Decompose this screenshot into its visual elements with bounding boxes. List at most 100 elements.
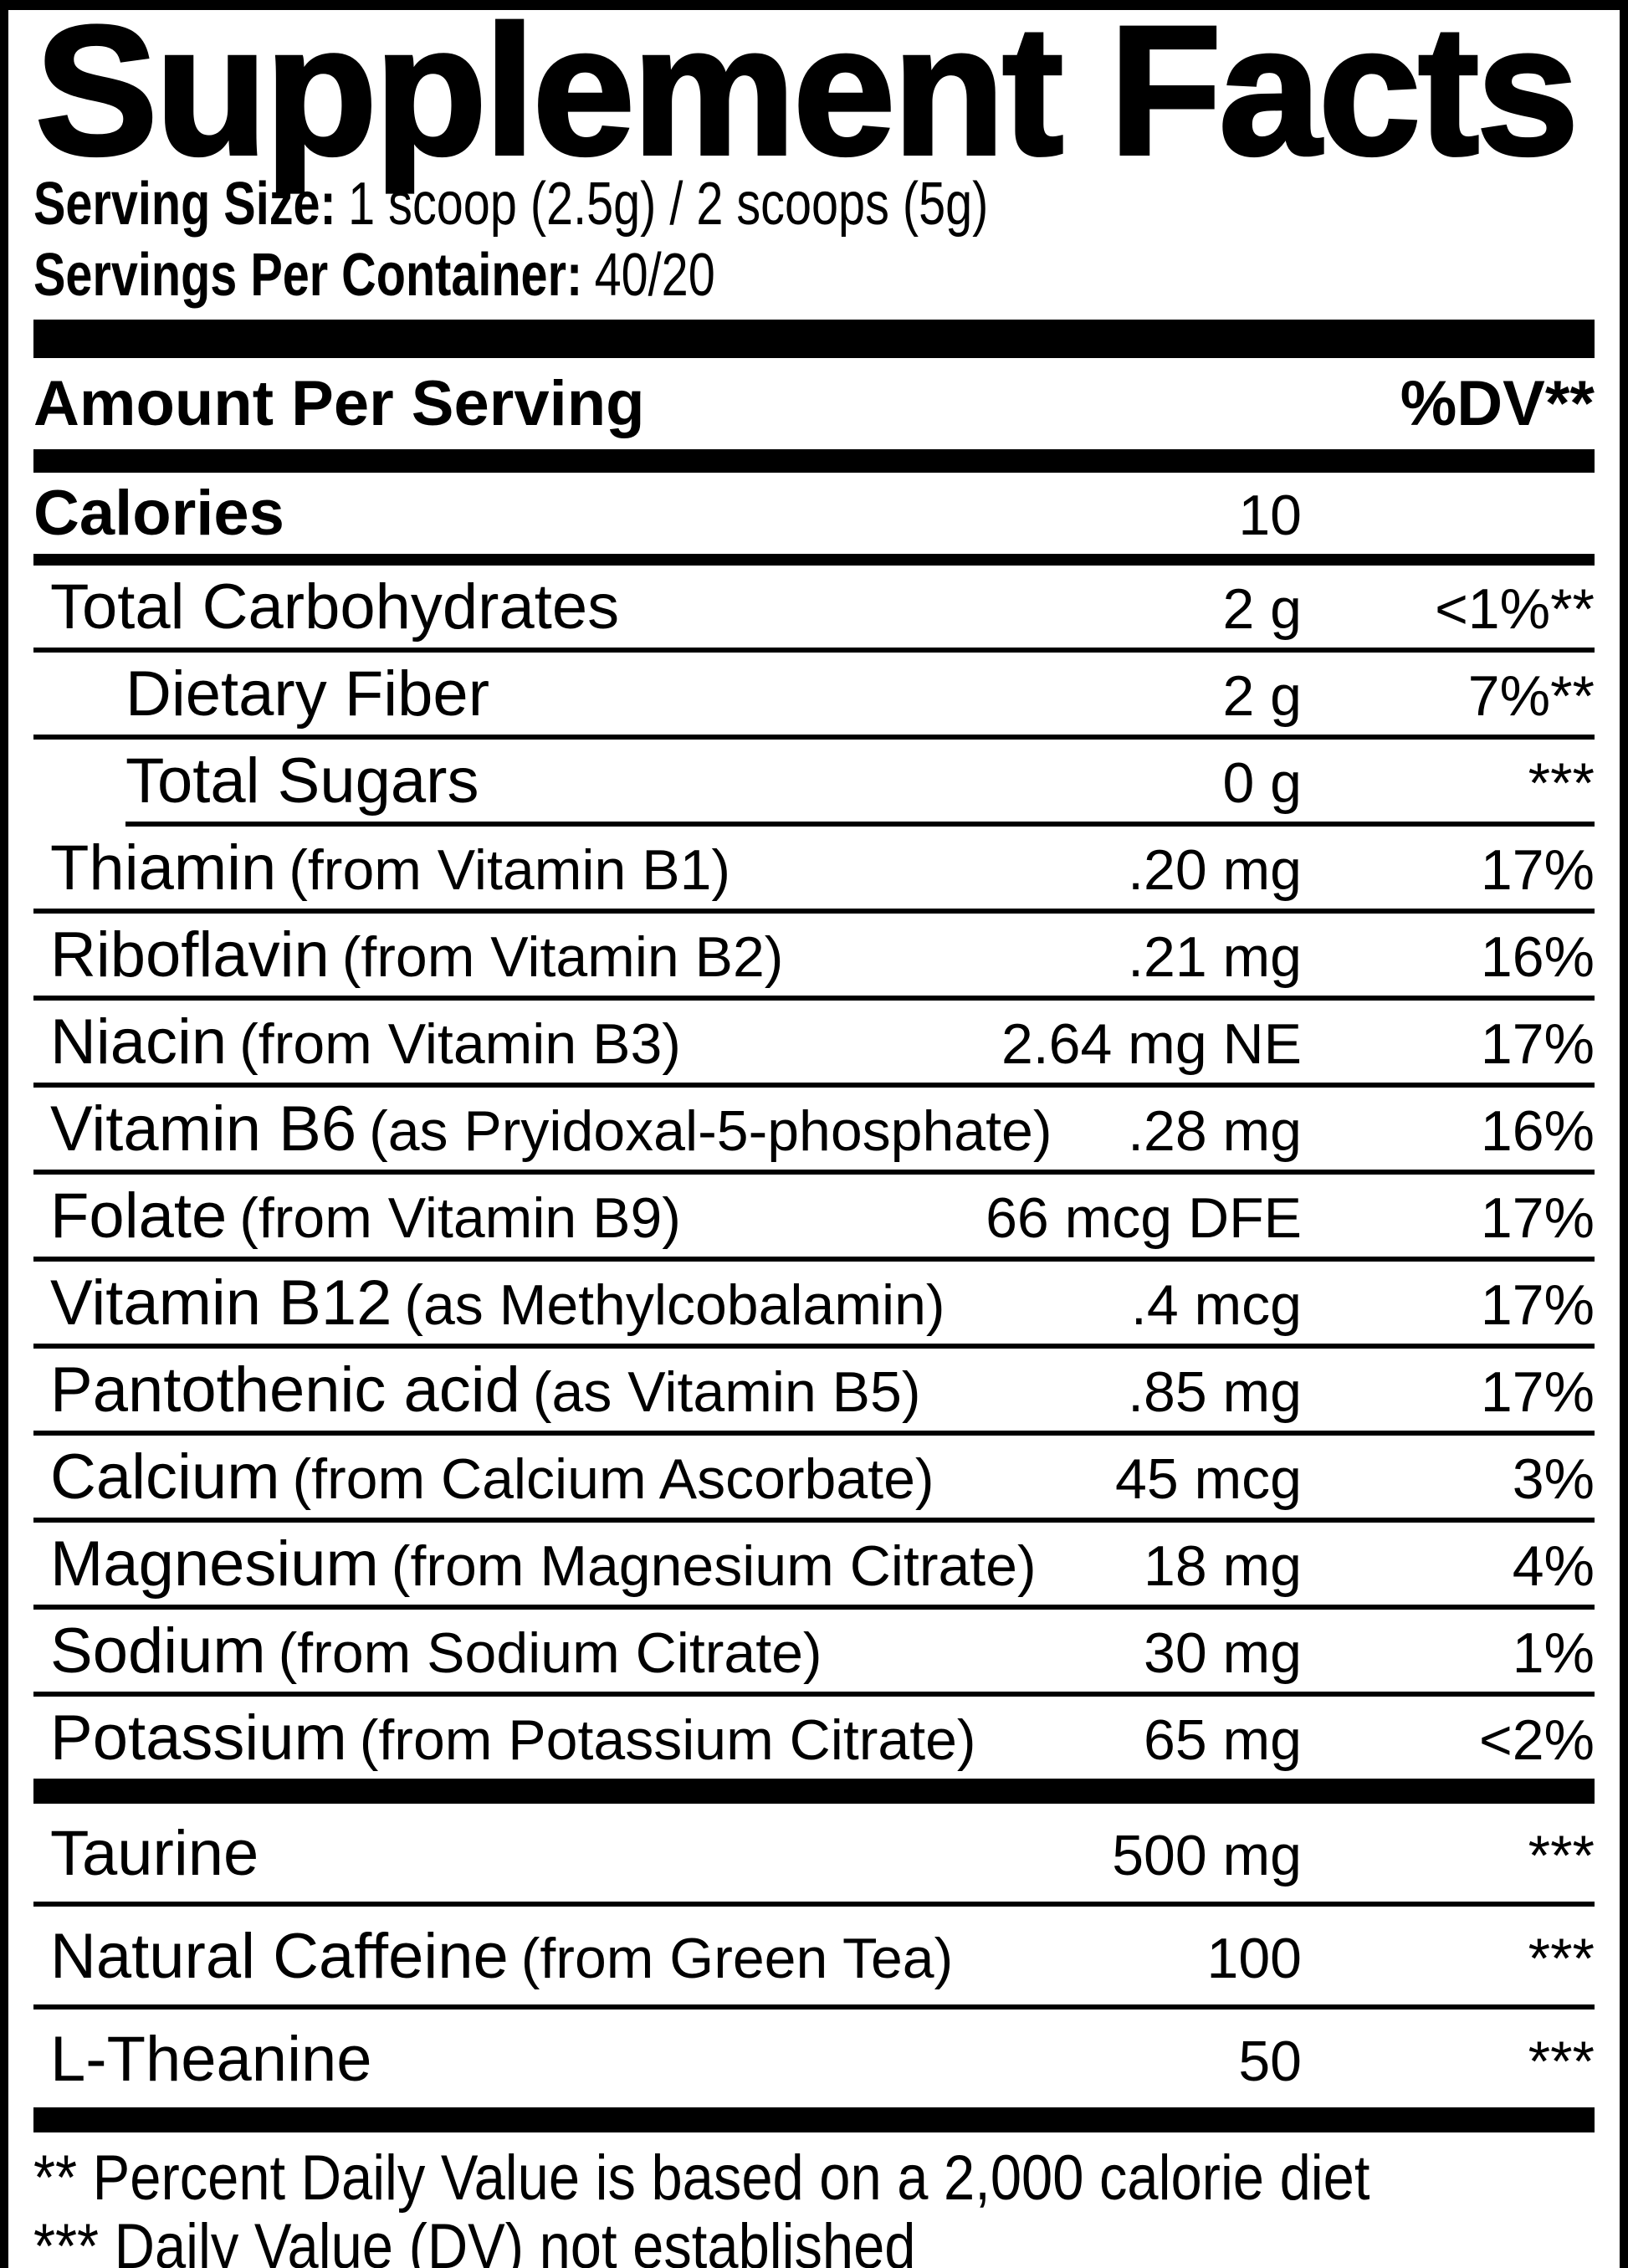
calories-row: Calories 10 xyxy=(33,473,1595,554)
nutrient-name: Total Carbohydrates xyxy=(50,571,620,643)
nutrient-row: Total Carbohydrates 2 g <1%** xyxy=(33,566,1595,648)
nutrient-dv: *** xyxy=(1528,750,1595,815)
nutrient-amount: .28 mg xyxy=(1128,1098,1302,1163)
nutrient-source: (as Methylcobalamin) xyxy=(404,1272,945,1337)
serving-size-line: Serving Size: 1 scoop (2.5g) / 2 scoops (… xyxy=(33,169,1595,240)
row-separator xyxy=(33,1082,1595,1088)
nutrient-amount: 100 xyxy=(1206,1926,1302,1990)
nutrient-amount: 2.64 mg NE xyxy=(1001,1011,1302,1076)
row-separator xyxy=(33,1604,1595,1610)
nutrient-dv: *** xyxy=(1528,2029,1595,2093)
nutrient-name: Riboflavin xyxy=(50,919,330,991)
divider-thick-top xyxy=(33,319,1595,358)
nutrient-amount: 30 mg xyxy=(1144,1620,1302,1685)
row-separator xyxy=(33,1169,1595,1175)
nutrient-amount: 0 g xyxy=(1222,750,1302,815)
nutrient-source: (from Potassium Citrate) xyxy=(359,1707,976,1772)
nutrient-dv: 7%** xyxy=(1467,663,1595,728)
nutrient-dv: 16% xyxy=(1480,924,1595,989)
nutrient-source: (from Magnesium Citrate) xyxy=(391,1533,1037,1598)
nutrient-source: (from Vitamin B9) xyxy=(239,1185,681,1250)
amount-per-serving-header: Amount Per Serving xyxy=(33,367,645,439)
nutrient-row: Vitamin B6 (as Pryidoxal-5-phosphate) .28… xyxy=(33,1088,1595,1170)
nutrient-name: Vitamin B6 xyxy=(50,1093,357,1165)
nutrient-dv: 17% xyxy=(1480,837,1595,902)
nutrient-amount: 66 mcg DFE xyxy=(986,1185,1302,1250)
nutrient-amount: 65 mg xyxy=(1144,1707,1302,1772)
nutrient-source: (as Pryidoxal-5-phosphate) xyxy=(369,1098,1052,1163)
nutrient-row: Calcium (from Calcium Ascorbate) 45 mcg 3… xyxy=(33,1436,1595,1518)
nutrient-row: Total Sugars 0 g *** xyxy=(33,740,1595,822)
nutrient-row: Vitamin B12 (as Methylcobalamin) .4 mcg 1… xyxy=(33,1262,1595,1344)
nutrient-dv: 1% xyxy=(1512,1620,1595,1685)
servings-per-container-line: Servings Per Container: 40/20 xyxy=(33,240,1595,311)
nutrient-name: Sodium xyxy=(50,1615,266,1687)
nutrient-source: (from Sodium Citrate) xyxy=(278,1620,822,1685)
nutrient-dv: 17% xyxy=(1480,1359,1595,1424)
serving-size-label: Serving Size: xyxy=(33,171,336,238)
nutrient-row: Thiamin (from Vitamin B1) .20 mg 17% xyxy=(33,827,1595,909)
nutrient-row: Folate (from Vitamin B9) 66 mcg DFE 17% xyxy=(33,1175,1595,1257)
row-separator xyxy=(33,647,1595,653)
row-separator xyxy=(125,821,1595,827)
servings-per-container-label: Servings Per Container: xyxy=(33,241,583,309)
nutrient-amount: 18 mg xyxy=(1144,1533,1302,1598)
nutrient-source: (from Green Tea) xyxy=(520,1926,954,1990)
nutrient-row: Niacin (from Vitamin B3) 2.64 mg NE 17% xyxy=(33,1001,1595,1083)
footnotes: ** Percent Daily Value is based on a 2,0… xyxy=(33,2132,1595,2268)
nutrient-row: Pantothenic acid (as Vitamin B5) .85 mg 1… xyxy=(33,1349,1595,1431)
nutrient-row: Sodium (from Sodium Citrate) 30 mg 1% xyxy=(33,1610,1595,1692)
nutrient-row: Riboflavin (from Vitamin B2) .21 mg 16% xyxy=(33,914,1595,996)
nutrient-amount: .20 mg xyxy=(1128,837,1302,902)
nutrient-name: Taurine xyxy=(50,1817,259,1889)
nutrient-source: (from Vitamin B1) xyxy=(289,837,731,902)
nutrient-source: (from Vitamin B2) xyxy=(341,924,784,989)
nutrient-name: Natural Caffeine xyxy=(50,1920,509,1992)
nutrient-amount: .4 mcg xyxy=(1130,1272,1302,1337)
nutrient-amount: 2 g xyxy=(1222,576,1302,641)
column-header-row: Amount Per Serving %DV** xyxy=(33,358,1595,449)
nutrient-amount: 50 xyxy=(1238,2029,1302,2093)
row-separator xyxy=(33,734,1595,740)
divider-thin xyxy=(33,553,1595,566)
row-separator xyxy=(33,995,1595,1001)
row-separator xyxy=(33,1691,1595,1697)
row-separator xyxy=(33,1343,1595,1349)
nutrient-row: Potassium (from Potassium Citrate) 65 mg … xyxy=(33,1697,1595,1779)
nutrient-name: Vitamin B12 xyxy=(50,1267,392,1339)
nutrient-source: (as Vitamin B5) xyxy=(532,1359,921,1424)
nutrient-amount: .21 mg xyxy=(1128,924,1302,989)
nutrient-source: (from Calcium Ascorbate) xyxy=(292,1446,934,1511)
nutrient-table: Total Carbohydrates 2 g <1%** Dietary Fi… xyxy=(33,566,1595,1779)
page-title: Supplement Facts xyxy=(33,0,1580,193)
divider-bottom xyxy=(33,2107,1595,2132)
nutrient-dv: <2% xyxy=(1479,1707,1595,1772)
divider-medium xyxy=(33,448,1595,473)
nutrient-dv: 17% xyxy=(1480,1272,1595,1337)
nutrient-dv: 3% xyxy=(1512,1446,1595,1511)
nutrient-row: L-Theanine 50 *** xyxy=(33,2009,1595,2107)
nutrient-name: Calcium xyxy=(50,1441,280,1513)
nutrient-amount: 500 mg xyxy=(1112,1823,1302,1887)
footnote-percent-dv: ** Percent Daily Value is based on a 2,0… xyxy=(33,2142,1370,2214)
nutrient-dv: *** xyxy=(1528,1926,1595,1990)
servings-per-container-value: 40/20 xyxy=(594,241,715,309)
nutrient-name: Potassium xyxy=(50,1702,347,1774)
nutrient-row: Magnesium (from Magnesium Citrate) 18 mg … xyxy=(33,1523,1595,1605)
row-separator xyxy=(33,1256,1595,1262)
nutrient-name: Total Sugars xyxy=(125,745,479,817)
supplement-table: Taurine 500 mg *** Natural Caffeine (from… xyxy=(33,1804,1595,2107)
calories-amount: 10 xyxy=(1238,483,1302,547)
nutrient-dv: <1%** xyxy=(1435,576,1595,641)
nutrient-name: L-Theanine xyxy=(50,2023,372,2095)
nutrient-amount: .85 mg xyxy=(1128,1359,1302,1424)
nutrient-name: Pantothenic acid xyxy=(50,1354,520,1426)
nutrient-name: Magnesium xyxy=(50,1528,379,1600)
nutrient-dv: 17% xyxy=(1480,1011,1595,1076)
row-separator xyxy=(33,1517,1595,1523)
nutrient-dv: 17% xyxy=(1480,1185,1595,1250)
nutrient-name: Niacin xyxy=(50,1006,228,1078)
row-separator xyxy=(33,2004,1595,2009)
